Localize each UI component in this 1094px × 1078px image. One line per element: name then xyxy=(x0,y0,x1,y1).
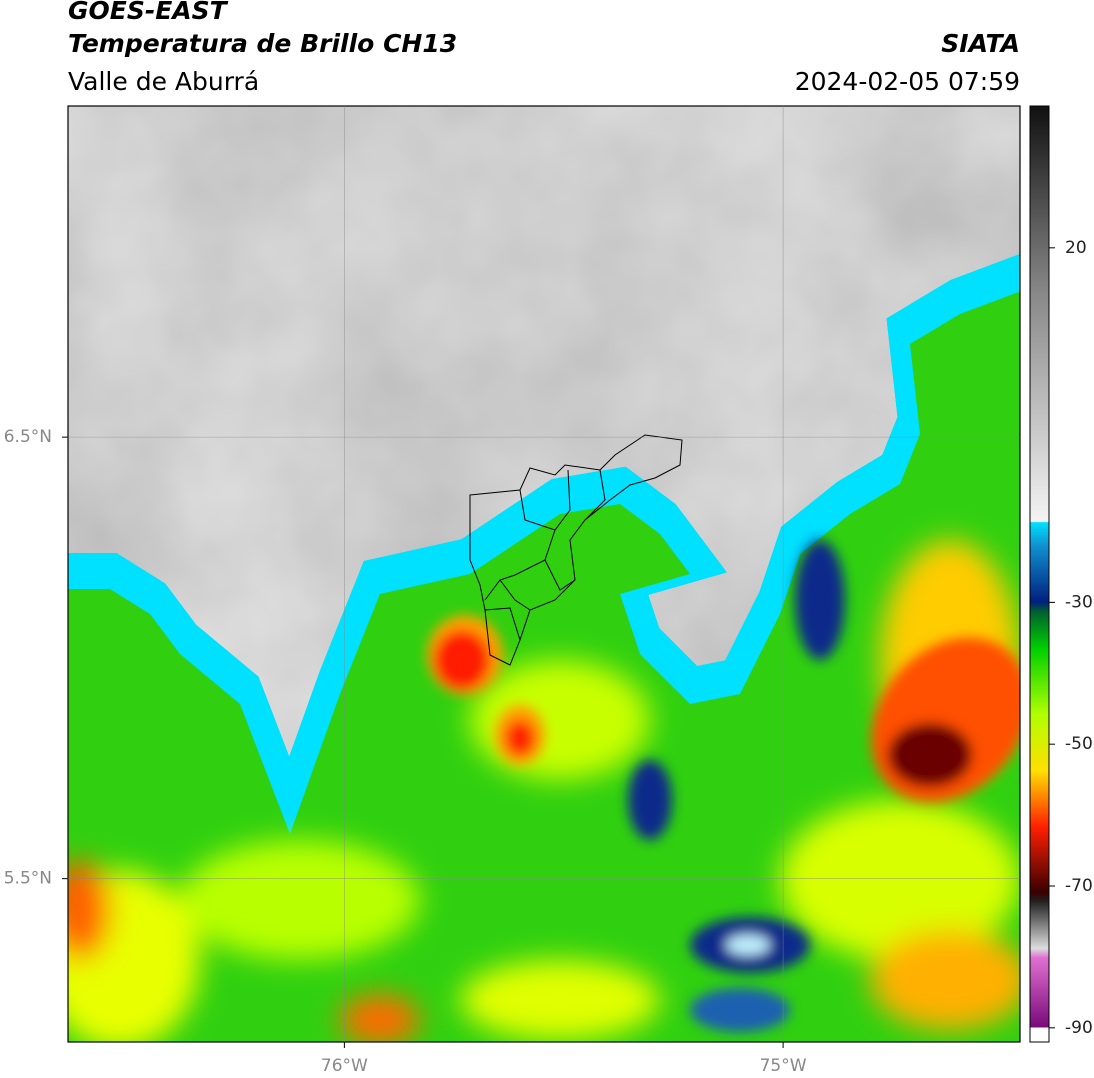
colorbar-tick-label: -70 xyxy=(1065,876,1093,896)
source: SIATA xyxy=(941,29,1020,58)
colorbar-tick-label: -50 xyxy=(1065,734,1093,754)
datetime: 2024-02-05 07:59 xyxy=(795,67,1020,96)
colorbar-tick-label: -30 xyxy=(1065,592,1093,612)
colorbar xyxy=(1029,105,1050,1043)
map-frame xyxy=(67,105,1021,1043)
x-tick-label: 76°W xyxy=(321,1056,368,1076)
satellite-image xyxy=(68,106,1020,1042)
colorbar-tick-label: -90 xyxy=(1065,1018,1093,1038)
title: GOES-EAST xyxy=(68,0,229,25)
y-tick-label: 5.5°N xyxy=(4,869,52,889)
x-tick-label: 75°W xyxy=(760,1056,807,1076)
region: Valle de Aburrá xyxy=(68,67,259,96)
y-tick-label: 6.5°N xyxy=(4,427,52,447)
colorbar-tick-label: 20 xyxy=(1065,238,1087,258)
subtitle: Temperatura de Brillo CH13 xyxy=(68,29,457,58)
